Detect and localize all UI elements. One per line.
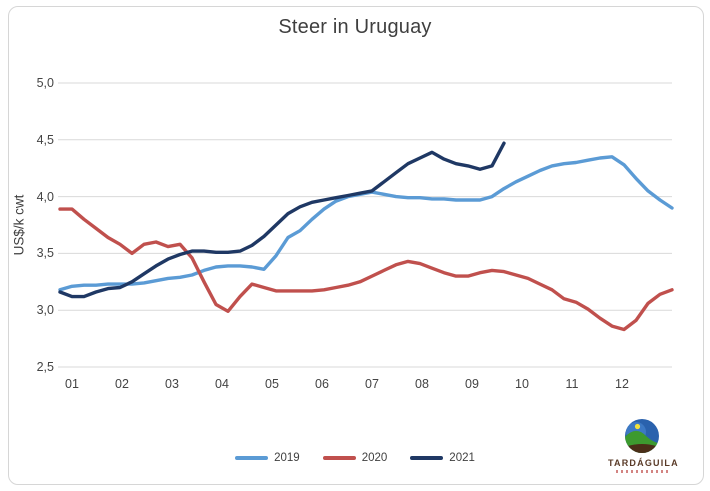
y-tick-label: 2,5 (36, 360, 54, 374)
legend-swatch (410, 456, 444, 460)
x-tick-label: 01 (65, 377, 79, 391)
series-line-2020 (58, 207, 674, 332)
logo: TARDÁGUILA (608, 417, 679, 473)
x-tick-label: 06 (315, 377, 329, 391)
series-line-2021 (58, 141, 506, 299)
logo-brand-text: TARDÁGUILA (608, 458, 679, 468)
legend-item-2020: 2020 (322, 452, 388, 464)
y-tick-label: 4,5 (36, 132, 54, 147)
y-tick-label: 3,0 (36, 303, 54, 318)
x-tick-label: 05 (265, 377, 279, 391)
x-tick-label: 12 (615, 377, 629, 391)
x-tick-label: 09 (465, 377, 479, 391)
legend-item-2019: 2019 (235, 452, 300, 464)
logo-globe-icon (624, 418, 660, 454)
legend-label: 2021 (449, 452, 475, 464)
x-tick-label: 10 (515, 377, 529, 391)
y-tick-label: 4,0 (36, 189, 54, 204)
x-tick-label: 08 (415, 377, 429, 391)
x-tick-label: 02 (115, 377, 129, 391)
x-tick-label: 04 (215, 377, 229, 391)
legend: 2019 2020 2021 (0, 452, 710, 464)
legend-item-2021: 2021 (410, 452, 475, 464)
legend-label: 2019 (274, 452, 300, 464)
legend-label: 2020 (361, 452, 388, 464)
y-tick-label: 5,0 (36, 76, 54, 90)
legend-swatch (235, 456, 269, 460)
logo-subtext-dots (616, 470, 668, 473)
plot-area (58, 82, 674, 368)
y-tick-label: 3,5 (36, 246, 54, 261)
chart-title: Steer in Uruguay (278, 16, 432, 38)
x-tick-label: 11 (565, 377, 579, 391)
x-tick-label: 03 (165, 377, 179, 391)
x-tick-label: 07 (365, 377, 379, 391)
legend-swatch (322, 456, 356, 460)
